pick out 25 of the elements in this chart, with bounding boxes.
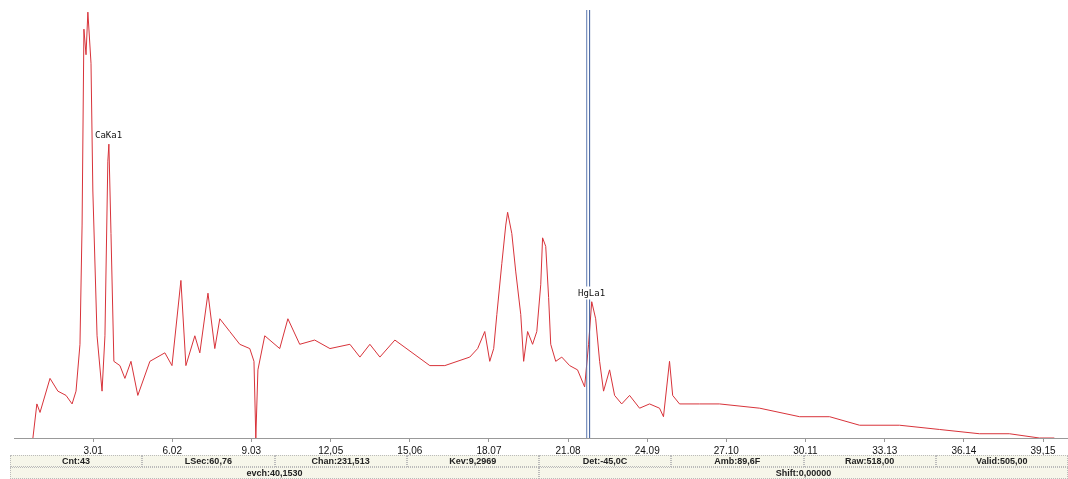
text: Raw:518,00 xyxy=(803,455,936,467)
x-tick-label: 15,06 xyxy=(397,445,423,456)
text: Amb:89,6F xyxy=(671,455,804,467)
x-tick-label: 21.08 xyxy=(555,445,582,456)
x-tick-label: 30.11 xyxy=(793,445,818,456)
x-tick-label: 6.02 xyxy=(162,445,183,456)
text: LSec:60,76 xyxy=(142,455,275,467)
text: Valid:505,00 xyxy=(935,455,1068,467)
text: Shift:0,00000 xyxy=(539,467,1068,479)
annotation: HgLa1 xyxy=(578,288,606,298)
x-tick-label: 9.03 xyxy=(241,445,262,456)
x-tick-label: 24.09 xyxy=(634,445,661,456)
x-tick-label: 18.07 xyxy=(476,445,502,456)
text: Chan:231,513 xyxy=(274,455,407,467)
text: Kev:9,2969 xyxy=(406,455,539,467)
text: Cnt:43 xyxy=(10,455,143,467)
x-tick-label: 12,05 xyxy=(318,445,344,456)
text: evch:40,1530 xyxy=(10,467,539,479)
x-tick-label: 33.13 xyxy=(872,445,898,456)
annotation: CaKa1 xyxy=(95,130,123,140)
x-tick-label: 39,15 xyxy=(1030,445,1056,456)
x-tick-label: 3.01 xyxy=(83,445,104,456)
x-tick-label: 27.10 xyxy=(713,445,740,456)
x-tick-label: 36.14 xyxy=(951,445,977,456)
text: Det:-45,0C xyxy=(539,455,672,467)
